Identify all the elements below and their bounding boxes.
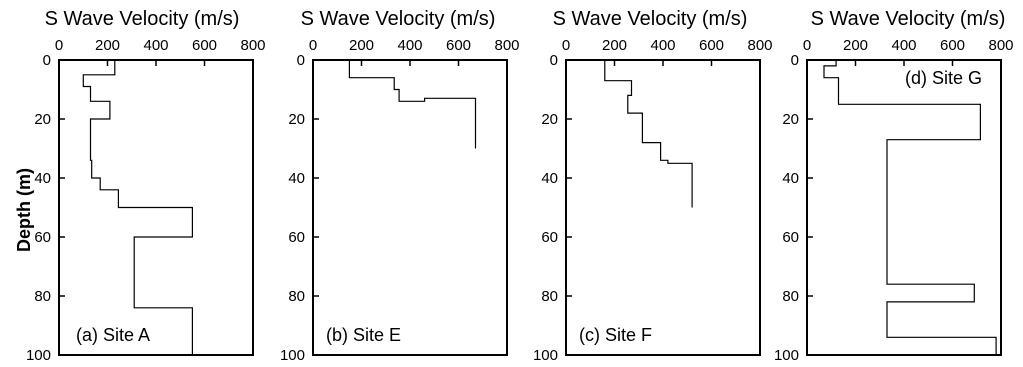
velocity-profile	[604, 60, 693, 208]
panel-title: S Wave Velocity (m/s)	[45, 8, 240, 30]
tick-marks	[565, 59, 761, 356]
y-tick-labels: 0 20 40 60 80 100	[26, 52, 51, 364]
y-tick-label: 80	[541, 288, 558, 305]
x-tick-label: 600	[940, 37, 965, 54]
x-tick-label: 400	[650, 37, 675, 54]
y-tick-label: 40	[288, 170, 305, 187]
y-tick-label: 20	[541, 111, 558, 128]
y-tick-labels: 0 20 40 60 80 100	[774, 52, 799, 364]
y-tick-label: 60	[288, 229, 305, 246]
y-tick-label: 60	[34, 229, 51, 246]
x-tick-labels: 0 200 400 600 800	[803, 37, 1014, 54]
x-tick-label: 200	[602, 37, 627, 54]
y-tick-label: 100	[26, 347, 51, 364]
y-tick-label: 100	[533, 347, 558, 364]
x-tick-label: 600	[446, 37, 471, 54]
velocity-profile	[823, 60, 997, 355]
y-tick-label: 100	[774, 347, 799, 364]
x-tick-label: 800	[494, 37, 519, 54]
x-tick-labels: 0 200 400 600 800	[309, 37, 520, 54]
x-tick-labels: 0 200 400 600 800	[562, 37, 773, 54]
plot-frame	[312, 59, 508, 356]
y-tick-label: 60	[782, 229, 799, 246]
y-tick-label: 0	[43, 52, 51, 69]
y-tick-labels: 0 20 40 60 80 100	[280, 52, 305, 364]
y-tick-label: 40	[34, 170, 51, 187]
panel-site-g: S Wave Velocity (m/s) 0 200 400 600 800 0 20 4…	[774, 8, 1014, 364]
y-tick-label: 80	[288, 288, 305, 305]
x-tick-label: 200	[95, 37, 120, 54]
panel-label: (c) Site F	[579, 325, 652, 345]
y-tick-label: 40	[541, 170, 558, 187]
y-axis-label: Depth (m)	[14, 168, 34, 252]
x-tick-label: 600	[192, 37, 217, 54]
velocity-profile	[82, 60, 193, 355]
plot-frame	[58, 59, 254, 356]
x-tick-label: 200	[349, 37, 374, 54]
x-tick-label: 400	[397, 37, 422, 54]
x-tick-label: 800	[240, 37, 265, 54]
y-tick-label: 100	[280, 347, 305, 364]
panel-title: S Wave Velocity (m/s)	[811, 8, 1006, 30]
y-tick-labels: 0 20 40 60 80 100	[533, 52, 558, 364]
x-tick-label: 0	[803, 37, 811, 54]
panel-site-a: S Wave Velocity (m/s) 0 200 400 600 800 0 20 4…	[26, 8, 266, 364]
y-tick-label: 20	[782, 111, 799, 128]
panel-site-e: S Wave Velocity (m/s) 0 200 400 600 800 0 20 4…	[280, 8, 520, 364]
panel-site-f: S Wave Velocity (m/s) 0 200 400 600 800 0 20 4…	[533, 8, 773, 364]
y-tick-label: 80	[782, 288, 799, 305]
plot-frame	[806, 59, 1002, 356]
panel-title: S Wave Velocity (m/s)	[553, 8, 748, 30]
x-tick-labels: 0 200 400 600 800	[55, 37, 266, 54]
panel-label: (d) Site G	[905, 68, 982, 88]
x-tick-label: 400	[891, 37, 916, 54]
y-tick-label: 0	[297, 52, 305, 69]
panel-title: S Wave Velocity (m/s)	[301, 8, 496, 30]
x-tick-label: 600	[699, 37, 724, 54]
y-tick-label: 0	[550, 52, 558, 69]
tick-marks	[312, 59, 508, 356]
y-tick-label: 80	[34, 288, 51, 305]
y-tick-label: 0	[791, 52, 799, 69]
panel-label: (b) Site E	[326, 325, 401, 345]
x-tick-label: 400	[143, 37, 168, 54]
x-tick-label: 800	[988, 37, 1013, 54]
panel-label: (a) Site A	[76, 325, 150, 345]
y-tick-label: 60	[541, 229, 558, 246]
x-tick-label: 800	[747, 37, 772, 54]
velocity-profile	[348, 60, 477, 149]
plot-frame	[565, 59, 761, 356]
y-tick-label: 20	[288, 111, 305, 128]
y-tick-label: 20	[34, 111, 51, 128]
x-tick-label: 0	[562, 37, 570, 54]
y-tick-label: 40	[782, 170, 799, 187]
x-tick-label: 0	[55, 37, 63, 54]
x-tick-label: 200	[843, 37, 868, 54]
x-tick-label: 0	[309, 37, 317, 54]
